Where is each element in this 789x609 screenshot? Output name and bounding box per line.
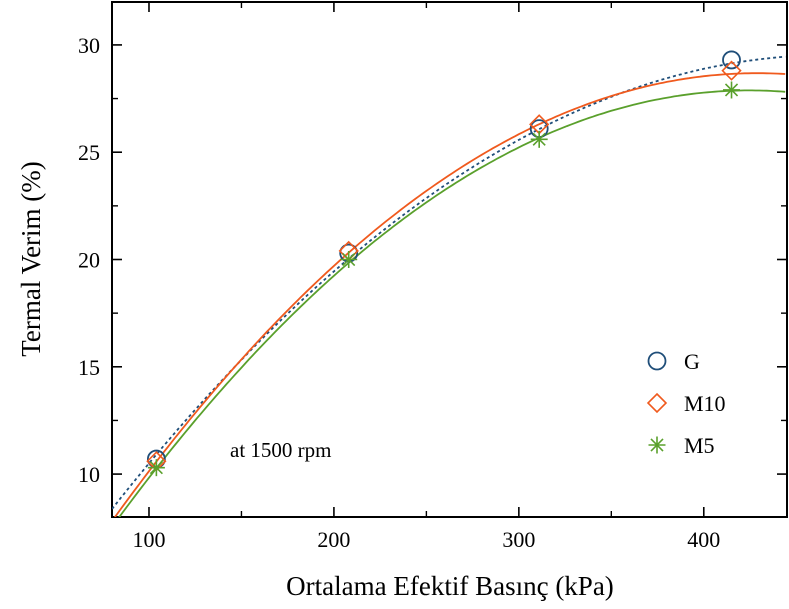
fit-curve-m5 bbox=[118, 89, 786, 517]
y-tick-label: 30 bbox=[78, 33, 100, 58]
y-tick-label: 10 bbox=[78, 462, 100, 487]
x-axis-title: Ortalama Efektif Basınç (kPa) bbox=[286, 571, 614, 601]
fit-curves bbox=[112, 55, 786, 517]
axis-ticks bbox=[112, 2, 787, 517]
y-tick-label: 20 bbox=[78, 248, 100, 273]
x-tick-label: 400 bbox=[687, 527, 720, 552]
x-tick-label: 300 bbox=[502, 527, 535, 552]
legend-label-g: G bbox=[684, 349, 700, 374]
legend-marker-m10 bbox=[646, 392, 668, 414]
y-tick-label: 25 bbox=[78, 140, 100, 165]
data-markers bbox=[146, 50, 742, 477]
data-point-m5 bbox=[340, 251, 358, 268]
data-point-m5 bbox=[723, 81, 741, 99]
data-point-m10 bbox=[721, 60, 742, 81]
y-axis-title: Termal Verim (%) bbox=[16, 161, 46, 357]
fit-curve-g bbox=[112, 55, 786, 510]
legend-marker-m5 bbox=[648, 436, 666, 454]
tick-labels: 100 200 300 400 10 15 20 25 30 bbox=[78, 33, 720, 552]
legend-marker-g bbox=[647, 351, 667, 371]
data-point-g bbox=[722, 50, 741, 70]
legend-label-m10: M10 bbox=[684, 391, 726, 416]
y-tick-label: 15 bbox=[78, 355, 100, 380]
rpm-annotation: at 1500 rpm bbox=[230, 438, 331, 462]
legend: G M10 M5 bbox=[646, 349, 726, 458]
data-point-m5 bbox=[530, 130, 548, 148]
x-tick-label: 200 bbox=[317, 527, 350, 552]
x-tick-label: 100 bbox=[132, 527, 165, 552]
data-point-m5 bbox=[147, 459, 165, 477]
fit-curve-m10 bbox=[113, 72, 786, 517]
legend-label-m5: M5 bbox=[684, 433, 715, 458]
